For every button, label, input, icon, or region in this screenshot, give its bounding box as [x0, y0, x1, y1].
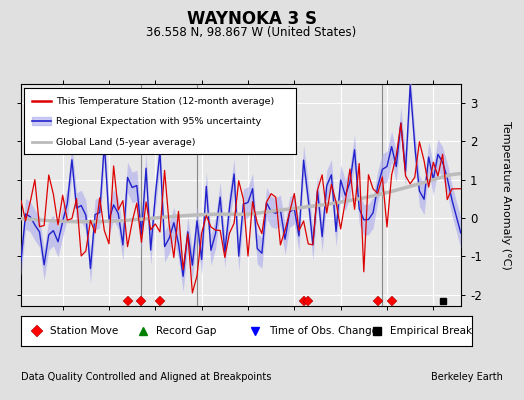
Text: Berkeley Earth: Berkeley Earth	[431, 372, 503, 382]
Text: Data Quality Controlled and Aligned at Breakpoints: Data Quality Controlled and Aligned at B…	[21, 372, 271, 382]
Y-axis label: Temperature Anomaly (°C): Temperature Anomaly (°C)	[501, 121, 511, 269]
Text: Time of Obs. Change: Time of Obs. Change	[269, 326, 378, 336]
Text: Regional Expectation with 95% uncertainty: Regional Expectation with 95% uncertaint…	[56, 116, 261, 126]
Text: Global Land (5-year average): Global Land (5-year average)	[56, 138, 196, 147]
Text: Record Gap: Record Gap	[156, 326, 216, 336]
Text: 36.558 N, 98.867 W (United States): 36.558 N, 98.867 W (United States)	[146, 26, 357, 39]
Text: Empirical Break: Empirical Break	[390, 326, 473, 336]
Text: WAYNOKA 3 S: WAYNOKA 3 S	[187, 10, 316, 28]
Text: Station Move: Station Move	[50, 326, 118, 336]
Text: This Temperature Station (12-month average): This Temperature Station (12-month avera…	[56, 97, 275, 106]
